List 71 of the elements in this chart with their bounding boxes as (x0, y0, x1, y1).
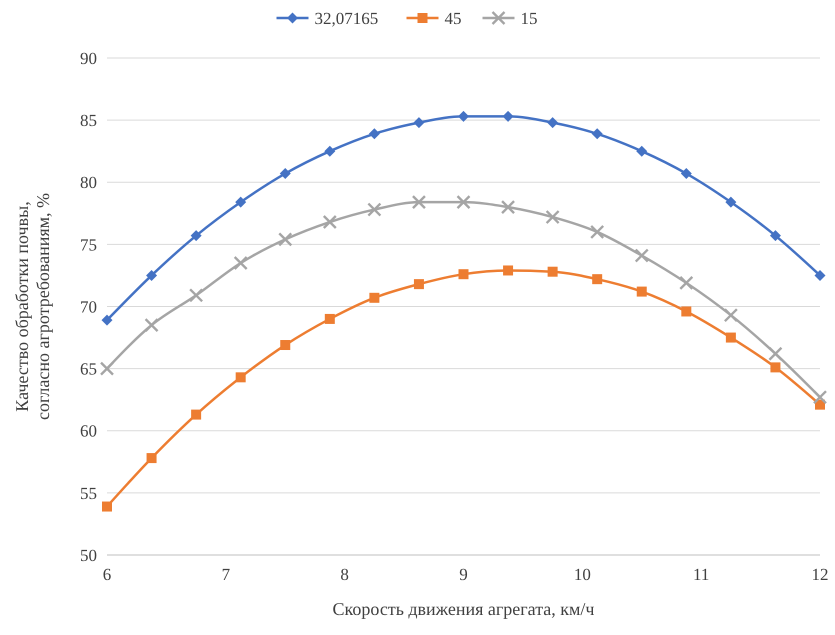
point (324, 314, 335, 324)
x-tick-label: 10 (574, 565, 591, 584)
y-tick-label: 65 (80, 360, 97, 379)
point (502, 110, 514, 122)
point (414, 279, 424, 290)
point (725, 196, 736, 208)
y-tick-label: 55 (80, 484, 97, 503)
point (102, 502, 112, 512)
point (369, 292, 380, 303)
x-tick-label: 8 (340, 565, 349, 584)
x-tick-label: 9 (459, 565, 468, 584)
point (592, 128, 603, 140)
point (146, 270, 158, 281)
point (367, 202, 382, 217)
y-tick-label: 85 (80, 111, 97, 130)
point (280, 340, 290, 350)
point (768, 346, 783, 361)
point (770, 362, 780, 372)
point (458, 269, 468, 280)
point (681, 306, 692, 316)
point (368, 128, 380, 140)
point (102, 314, 112, 326)
point (592, 274, 602, 284)
point (590, 224, 604, 240)
point (412, 194, 426, 210)
y-tick-label: 90 (80, 48, 97, 68)
point (500, 200, 516, 214)
point (636, 146, 648, 157)
point (413, 117, 424, 128)
x-tick-label: 6 (102, 565, 112, 584)
point (144, 318, 159, 332)
point (680, 168, 692, 180)
legend-label: 15 (520, 8, 538, 28)
y-axis-title: Качество обработки почвы, согласно агротребованиям, % (12, 192, 53, 420)
point (324, 146, 336, 157)
y-tick-label: 50 (80, 546, 97, 565)
point (547, 117, 558, 128)
point (278, 232, 292, 247)
point (456, 194, 471, 210)
point (188, 288, 204, 303)
point (770, 230, 781, 242)
point (236, 372, 246, 382)
y-tick-label: 80 (80, 173, 97, 192)
point (146, 453, 157, 464)
x-tick-label: 7 (222, 565, 231, 584)
x-tick-label: 11 (692, 565, 710, 584)
point (235, 196, 246, 208)
point (634, 248, 649, 263)
legend-label: 45 (444, 8, 462, 28)
x-axis-title: Скорость движения агрегата, км/ч (332, 599, 594, 619)
point (322, 214, 338, 230)
point (458, 110, 469, 122)
point (190, 230, 202, 242)
point (280, 168, 291, 180)
x-tick-label: 12 (812, 565, 828, 584)
point (636, 286, 647, 297)
y-tick-label: 60 (80, 422, 97, 441)
point (233, 256, 248, 270)
point (726, 332, 736, 343)
legend-label: 32,07165 (314, 8, 378, 28)
point (679, 276, 694, 290)
point (503, 265, 514, 276)
point (191, 410, 202, 420)
point (812, 390, 828, 404)
point (545, 210, 560, 224)
y-tick-label: 75 (80, 235, 97, 254)
point (548, 266, 558, 277)
point (724, 308, 738, 322)
point (814, 270, 826, 281)
point (100, 361, 114, 376)
y-tick-label: 70 (80, 297, 97, 316)
